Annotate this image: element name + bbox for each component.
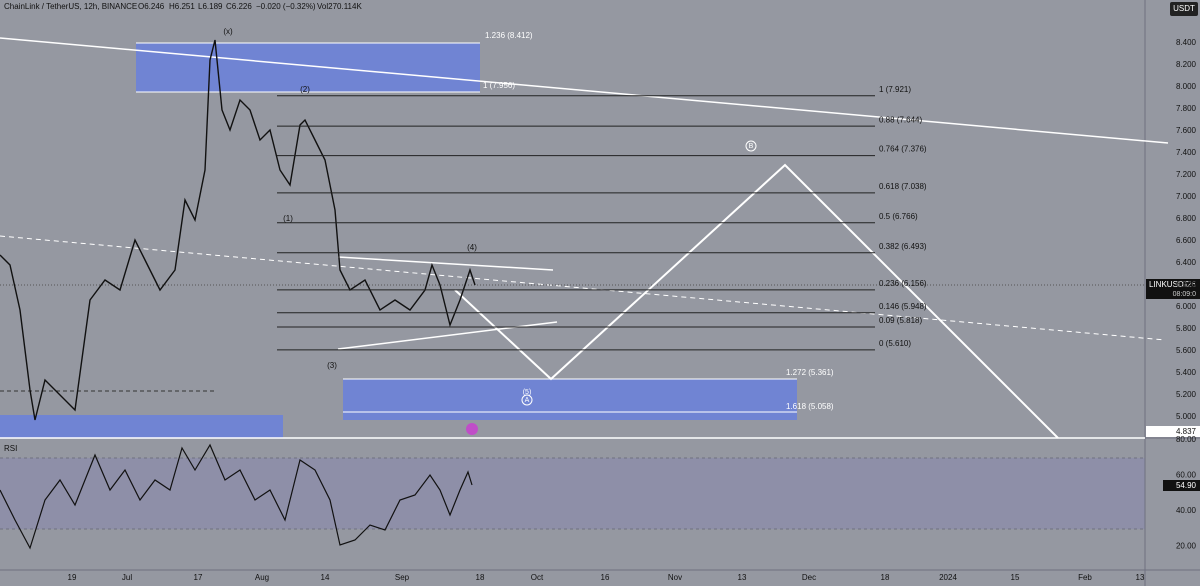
time-label: 16 [601, 573, 610, 582]
unit: USDT [1173, 4, 1195, 13]
triangle-bottom [337, 321, 558, 350]
last-price: 6.226 [1176, 280, 1197, 289]
rsi-label: 60.00 [1176, 471, 1197, 480]
trendline-dashed [0, 235, 1166, 341]
wave-label: (3) [327, 361, 337, 370]
extension-label: 1.236 (8.412) [485, 31, 533, 40]
fib-label: 0.618 (7.038) [879, 182, 927, 191]
time-label: 13 [738, 573, 747, 582]
price-label: 8.400 [1176, 38, 1197, 47]
time-label: 15 [1011, 573, 1020, 582]
fib-label: 0.382 (6.493) [879, 242, 927, 251]
time-label: 2024 [939, 573, 957, 582]
wave-label: (x) [223, 27, 233, 36]
time-label: 14 [321, 573, 330, 582]
price-label: 6.400 [1176, 258, 1197, 267]
symbol: ChainLink / TetherUS, 12h, BINANCE [4, 2, 137, 11]
time-label: Sep [395, 573, 410, 582]
price-label: 5.800 [1176, 324, 1197, 333]
price-label: 7.800 [1176, 104, 1197, 113]
event-icon[interactable] [466, 423, 478, 435]
rsi-label: 20.00 [1176, 541, 1197, 550]
wave-label: A [525, 397, 530, 404]
price-label: 5.600 [1176, 346, 1197, 355]
price-label: 5.400 [1176, 368, 1197, 377]
wave-label: (2) [300, 85, 310, 94]
fib-label: 0 (5.610) [879, 339, 911, 348]
time-label: Aug [255, 573, 269, 582]
rsi-current: 54.90 [1176, 481, 1197, 490]
time-label: Nov [668, 573, 682, 582]
time-label: 17 [194, 573, 203, 582]
price-label: 7.600 [1176, 126, 1197, 135]
price-label: 7.000 [1176, 192, 1197, 201]
fib-label: 1 (7.921) [879, 85, 911, 94]
wave-label: (1) [283, 214, 293, 223]
price-label: 6.800 [1176, 214, 1197, 223]
time-label: 13 [1136, 573, 1145, 582]
price-label: 7.200 [1176, 170, 1197, 179]
extension-label: 1 (7.956) [483, 81, 515, 90]
trendline [0, 37, 1169, 144]
low: L6.189 [198, 2, 223, 11]
price-label: 5.000 [1176, 412, 1197, 421]
rsi-title: RSI [4, 444, 17, 453]
fib-label: 0.09 (5.818) [879, 316, 922, 325]
zone-left [0, 415, 283, 438]
time-label: Oct [531, 573, 544, 582]
zone-bottom [343, 379, 797, 420]
wave-label: (4) [467, 243, 477, 252]
fib-label: 0.5 (6.766) [879, 212, 918, 221]
rsi-series [0, 443, 473, 550]
projection [454, 163, 1059, 439]
rsi-label: 80.00 [1176, 435, 1197, 444]
price-label: 6.200 [1176, 280, 1197, 289]
change: −0.020 (−0.32%) [256, 2, 316, 11]
time-label: Feb [1078, 573, 1092, 582]
fib-label: 0.88 (7.644) [879, 115, 922, 124]
close: C6.226 [226, 2, 252, 11]
last-symbol: LINKUSDT [1149, 280, 1189, 289]
fib-label: 0.146 (5.948) [879, 302, 927, 311]
price-label: 6.600 [1176, 236, 1197, 245]
volume: Vol270.114K [317, 2, 362, 11]
low-box [1146, 426, 1200, 437]
time-label: 19 [68, 573, 77, 582]
rsi-current-box [1163, 480, 1200, 491]
zone-top [136, 43, 480, 92]
time-label: 18 [881, 573, 890, 582]
wave-circle [745, 140, 757, 152]
rsi-band [0, 458, 1145, 529]
high: H6.251 [169, 2, 195, 11]
price-label: 8.200 [1176, 60, 1197, 69]
price-label: 7.400 [1176, 148, 1197, 157]
wave-label: (5) [523, 389, 532, 396]
rsi-label: 40.00 [1176, 506, 1197, 515]
price-label: 5.200 [1176, 390, 1197, 399]
price-label: 6.000 [1176, 302, 1197, 311]
extension-label: 1.272 (5.361) [786, 368, 834, 377]
price-series [0, 39, 476, 421]
wave-circle [521, 394, 533, 406]
triangle-top [337, 256, 554, 271]
fib-label: 0.236 (6.156) [879, 279, 927, 288]
extension-label: 1.618 (5.058) [786, 402, 834, 411]
wave-label: B [749, 143, 754, 150]
time-label: Jul [122, 573, 132, 582]
fib-label: 0.764 (7.376) [879, 145, 927, 154]
price-label: 8.000 [1176, 82, 1197, 91]
last-price-box [1146, 279, 1200, 299]
countdown: 08:09:0 [1173, 291, 1196, 298]
unit-box [1170, 2, 1198, 16]
time-label: 18 [476, 573, 485, 582]
open: O6.246 [138, 2, 165, 11]
low-level: 4.837 [1176, 427, 1197, 436]
time-label: Dec [802, 573, 816, 582]
